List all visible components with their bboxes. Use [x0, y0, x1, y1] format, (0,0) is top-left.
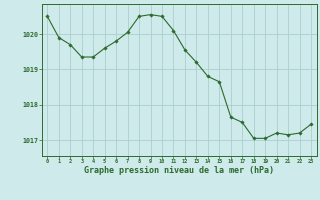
X-axis label: Graphe pression niveau de la mer (hPa): Graphe pression niveau de la mer (hPa) — [84, 166, 274, 175]
